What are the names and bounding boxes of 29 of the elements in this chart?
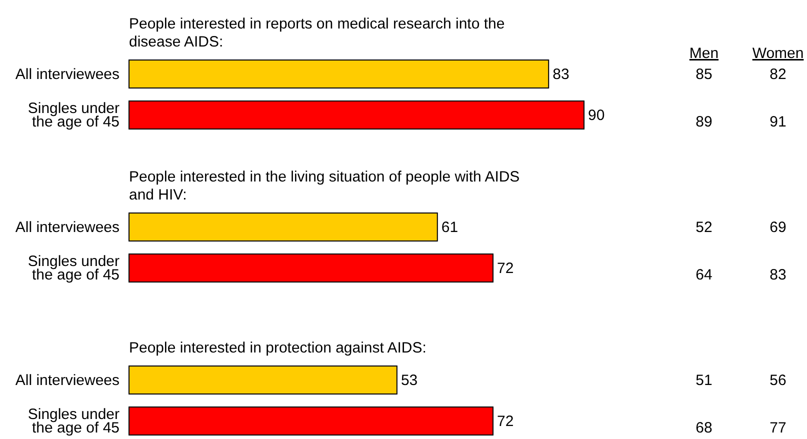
text: Women [752, 45, 804, 62]
data-label: 72 [496, 413, 514, 430]
y-tick-label: Singles under the age of 45 [28, 406, 120, 438]
data-label: 90 [588, 107, 605, 124]
y-tick-label: Singles under the age of 45 [28, 253, 120, 284]
text: 85 [696, 66, 712, 83]
data-label: 72 [497, 260, 514, 278]
chart-title: People interested in reports on medical research into the disease AIDS: [129, 16, 505, 50]
y-tick-label: All interviewees [15, 219, 120, 236]
text: 91 [770, 114, 786, 131]
y-tick-label: All interviewees [15, 372, 120, 390]
chart-title: People interested in protection against AIDS: [129, 340, 426, 357]
text: 68 [696, 420, 712, 438]
y-tick-label: Singles under the age of 45 [28, 100, 120, 131]
chart-title: People interested in the living situation of people with AIDS and HIV: [129, 168, 520, 204]
text: 77 [770, 420, 786, 438]
data-label: 53 [400, 372, 418, 390]
text: 56 [770, 372, 786, 390]
data-label: 61 [441, 219, 458, 236]
text: 82 [770, 66, 786, 83]
y-tick-label: All interviewees [15, 66, 120, 83]
text: 83 [770, 266, 786, 284]
text: 51 [696, 372, 712, 390]
text: Men [689, 45, 719, 62]
text: 69 [770, 219, 786, 236]
data-label: 83 [552, 66, 570, 83]
text: 64 [696, 266, 712, 284]
text: 89 [696, 114, 712, 131]
text: 52 [696, 219, 712, 236]
